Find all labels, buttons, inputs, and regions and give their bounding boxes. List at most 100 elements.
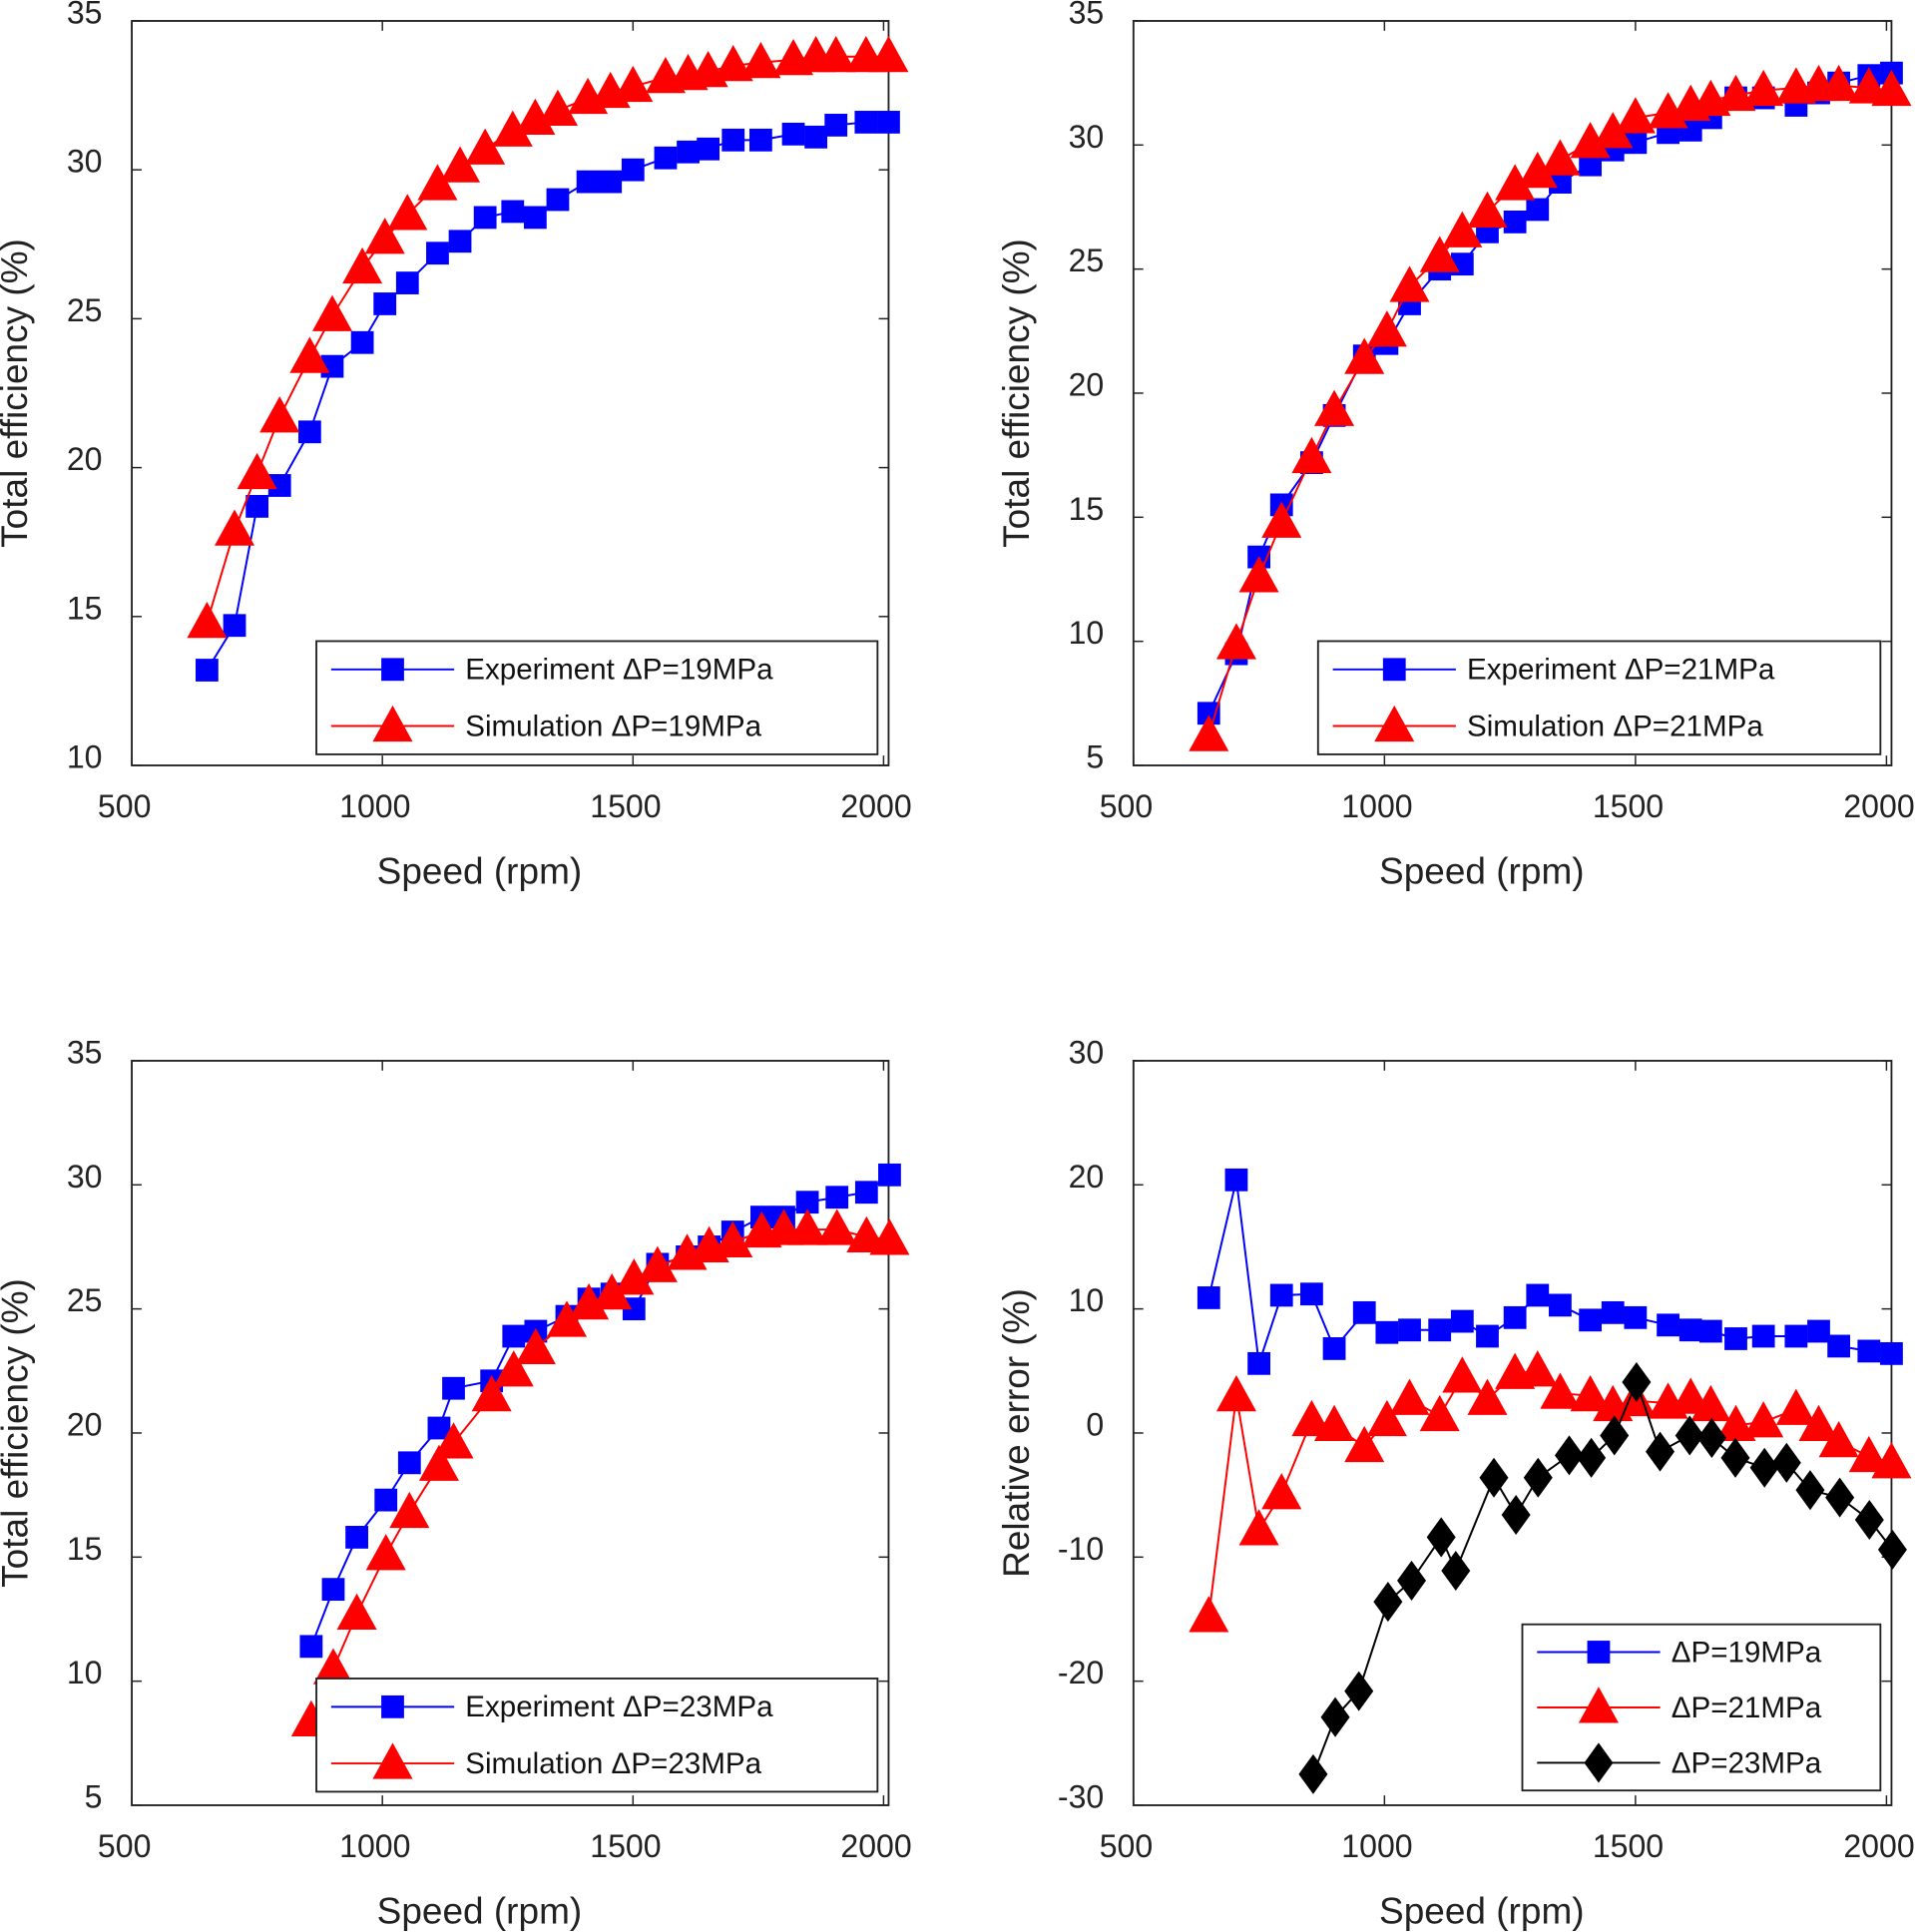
data-point <box>804 125 828 149</box>
data-point <box>1540 139 1581 176</box>
data-point <box>336 1593 377 1631</box>
data-point <box>1854 1499 1884 1541</box>
series-triangle <box>187 36 909 639</box>
data-point <box>1397 1560 1427 1601</box>
data-point <box>1389 1378 1430 1415</box>
data-point <box>1503 1305 1527 1329</box>
data-point <box>1300 1282 1323 1306</box>
data-point <box>1291 436 1332 474</box>
x-tick-label: 500 <box>98 788 151 824</box>
data-point <box>1526 1283 1550 1307</box>
x-tick-label: 500 <box>1100 788 1153 824</box>
x-tick-label: 2000 <box>840 1828 911 1864</box>
data-point <box>537 89 578 127</box>
data-point <box>433 1422 474 1459</box>
data-point <box>1419 236 1460 272</box>
x-axis-label: Speed (rpm) <box>1379 850 1585 891</box>
legend-marker-triangle <box>372 705 413 742</box>
y-axis-label: Relative error (%) <box>996 1288 1037 1578</box>
data-point <box>1526 198 1550 222</box>
data-point <box>854 111 878 134</box>
data-point <box>637 1245 678 1282</box>
data-point <box>387 194 428 231</box>
data-point <box>1503 210 1527 234</box>
data-point <box>448 230 472 253</box>
data-point <box>614 1258 655 1295</box>
data-point <box>1698 1319 1722 1343</box>
data-point <box>546 1300 588 1337</box>
data-point <box>795 1191 819 1214</box>
data-point <box>1269 1283 1293 1307</box>
data-point <box>869 1218 910 1255</box>
y-axis-label: Total efficiency (%) <box>0 1278 35 1588</box>
data-point <box>1442 1356 1483 1393</box>
y-tick-label: 25 <box>1069 242 1105 278</box>
data-point <box>1678 1318 1702 1342</box>
legend-marker-triangle <box>372 1742 413 1779</box>
data-point <box>1314 1404 1355 1442</box>
legend-label: ΔP=21MPa <box>1672 1691 1822 1724</box>
data-point <box>1600 1415 1630 1456</box>
data-point <box>465 128 506 165</box>
data-point <box>1795 1470 1825 1511</box>
data-point <box>546 188 570 212</box>
data-point <box>350 330 374 354</box>
data-point <box>1197 1286 1220 1309</box>
data-point <box>1880 1341 1903 1365</box>
data-point <box>1322 1337 1346 1360</box>
data-point <box>1467 1378 1508 1415</box>
data-point <box>297 420 321 444</box>
data-point <box>502 1324 526 1348</box>
y-tick-label: 20 <box>67 441 103 477</box>
data-point <box>1517 151 1558 189</box>
x-axis-label: Speed (rpm) <box>377 850 583 891</box>
data-point <box>1238 556 1279 593</box>
legend-label: Simulation ΔP=23MPa <box>465 1747 761 1780</box>
data-point <box>1579 1308 1603 1332</box>
data-point <box>473 206 497 230</box>
legend: Experiment ΔP=23MPa Simulation ΔP=23MPa <box>315 1678 879 1793</box>
data-point <box>1375 1320 1399 1344</box>
data-point <box>613 65 654 103</box>
series-triangle <box>1189 1350 1912 1633</box>
x-tick-label: 1000 <box>339 788 410 824</box>
data-point <box>1577 1437 1607 1478</box>
legend-label: ΔP=23MPa <box>1672 1746 1822 1779</box>
y-axis-label: Total efficiency (%) <box>0 239 35 548</box>
legend-marker-square <box>1382 658 1406 682</box>
data-point <box>1622 1361 1652 1403</box>
data-point <box>1871 1442 1912 1479</box>
data-point <box>1743 69 1784 107</box>
data-point <box>1696 1417 1726 1458</box>
legend-label: Simulation ΔP=21MPa <box>1467 710 1763 742</box>
data-point <box>1624 131 1648 155</box>
data-point <box>1675 1415 1704 1456</box>
data-point <box>1624 1305 1648 1329</box>
data-point <box>816 1208 857 1245</box>
x-axis-label: Speed (rpm) <box>377 1890 583 1931</box>
data-point <box>677 140 700 164</box>
data-point <box>1784 1324 1808 1348</box>
legend-marker-triangle <box>1578 1687 1619 1723</box>
x-tick-label: 1500 <box>590 788 661 824</box>
data-point <box>1818 1420 1859 1458</box>
data-point <box>1540 1372 1581 1409</box>
legend: Experiment ΔP=21MPa Simulation ΔP=21MPa <box>1316 640 1882 755</box>
data-point <box>365 1534 406 1571</box>
data-point <box>1247 1351 1270 1375</box>
data-point <box>501 200 525 224</box>
series-square <box>1197 1168 1903 1375</box>
legend-marker-diamond <box>1584 1742 1614 1783</box>
data-point <box>1775 1388 1816 1425</box>
data-point <box>1344 337 1385 374</box>
y-tick-label: 10 <box>67 1655 103 1690</box>
chart-panel-4: 500 1000 1500 2000 -30 -20 -10 0 10 20 30 Speed (rp… <box>996 1034 1915 1931</box>
data-point <box>342 246 383 284</box>
data-point <box>621 158 645 182</box>
y-axis-label: Total efficiency (%) <box>996 239 1037 548</box>
data-point <box>569 1282 610 1320</box>
data-point <box>1554 1435 1584 1476</box>
data-point <box>364 218 405 254</box>
data-point <box>824 114 848 137</box>
